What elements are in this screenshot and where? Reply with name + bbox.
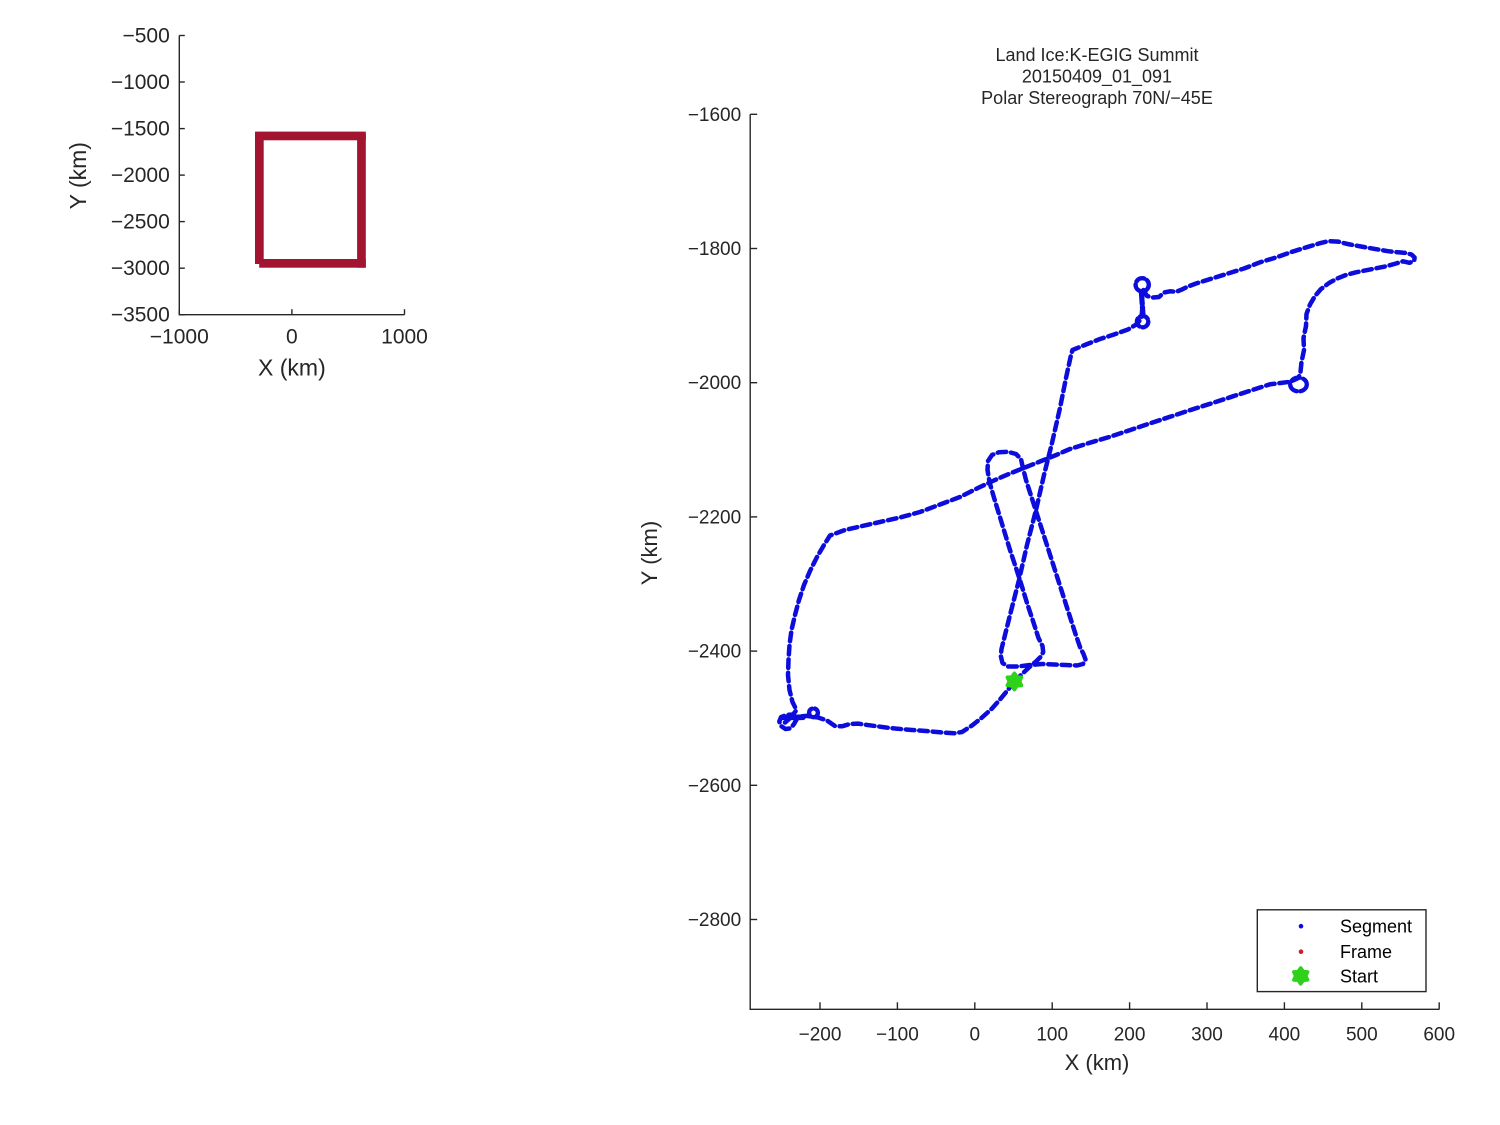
svg-text:−1600: −1600 xyxy=(688,105,741,126)
svg-text:100: 100 xyxy=(1036,1024,1068,1045)
svg-text:−2000: −2000 xyxy=(111,164,170,187)
svg-text:−2800: −2800 xyxy=(688,910,741,931)
svg-text:Y (km): Y (km) xyxy=(637,521,662,585)
svg-text:Segment: Segment xyxy=(1340,917,1412,937)
svg-text:−2600: −2600 xyxy=(688,776,741,797)
svg-text:200: 200 xyxy=(1114,1024,1146,1045)
svg-text:−1000: −1000 xyxy=(150,326,209,349)
svg-text:−2000: −2000 xyxy=(688,373,741,394)
svg-text:−2400: −2400 xyxy=(688,642,741,663)
svg-text:Frame: Frame xyxy=(1340,942,1392,962)
svg-text:−2200: −2200 xyxy=(688,507,741,528)
svg-text:Start: Start xyxy=(1340,966,1378,986)
svg-text:600: 600 xyxy=(1423,1024,1455,1045)
svg-text:−1000: −1000 xyxy=(111,71,170,94)
svg-text:20150409_01_091: 20150409_01_091 xyxy=(1022,67,1172,88)
svg-text:X (km): X (km) xyxy=(1065,1050,1130,1075)
svg-text:300: 300 xyxy=(1191,1024,1223,1045)
svg-text:0: 0 xyxy=(970,1024,981,1045)
svg-text:−1800: −1800 xyxy=(688,239,741,260)
svg-text:−3000: −3000 xyxy=(111,257,170,280)
svg-text:−2500: −2500 xyxy=(111,211,170,234)
svg-text:Polar Stereograph 70N/−45E: Polar Stereograph 70N/−45E xyxy=(981,88,1213,108)
svg-text:X (km): X (km) xyxy=(258,355,326,381)
svg-text:1000: 1000 xyxy=(381,326,428,349)
svg-text:−100: −100 xyxy=(876,1024,919,1045)
svg-text:Land Ice:K-EGIG Summit: Land Ice:K-EGIG Summit xyxy=(995,45,1198,65)
svg-text:500: 500 xyxy=(1346,1024,1378,1045)
svg-text:0: 0 xyxy=(286,326,298,349)
svg-text:400: 400 xyxy=(1269,1024,1301,1045)
svg-text:−200: −200 xyxy=(799,1024,842,1045)
svg-text:−1500: −1500 xyxy=(111,118,170,141)
svg-text:−3500: −3500 xyxy=(111,304,170,327)
svg-text:−500: −500 xyxy=(122,25,169,48)
svg-text:Y (km): Y (km) xyxy=(65,142,91,209)
